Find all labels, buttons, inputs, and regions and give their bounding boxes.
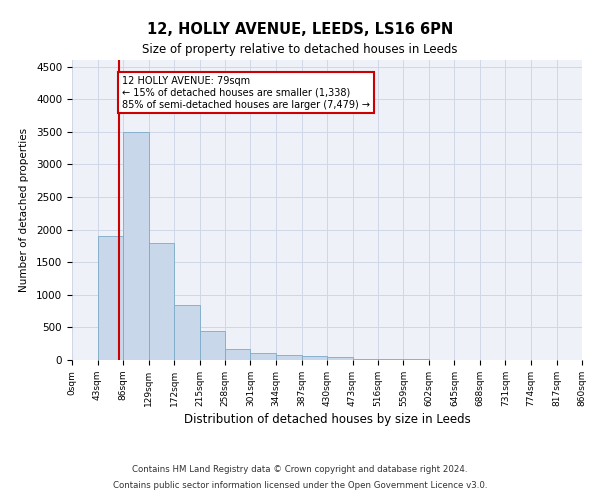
Bar [276,355,302,360]
Text: Contains public sector information licensed under the Open Government Licence v3: Contains public sector information licen… [113,480,487,490]
Bar [97,236,123,360]
Bar [199,330,225,360]
X-axis label: Distribution of detached houses by size in Leeds: Distribution of detached houses by size … [184,413,470,426]
Y-axis label: Number of detached properties: Number of detached properties [19,128,29,292]
Bar [327,358,353,360]
Bar [353,358,378,360]
Bar [302,356,327,360]
Text: Contains HM Land Registry data © Crown copyright and database right 2024.: Contains HM Land Registry data © Crown c… [132,466,468,474]
Bar [251,354,276,360]
Bar [149,242,174,360]
Bar [225,348,251,360]
Bar [174,304,199,360]
Text: 12, HOLLY AVENUE, LEEDS, LS16 6PN: 12, HOLLY AVENUE, LEEDS, LS16 6PN [147,22,453,38]
Text: 12 HOLLY AVENUE: 79sqm
← 15% of detached houses are smaller (1,338)
85% of semi-: 12 HOLLY AVENUE: 79sqm ← 15% of detached… [122,76,370,110]
Text: Size of property relative to detached houses in Leeds: Size of property relative to detached ho… [142,42,458,56]
Bar [123,132,149,360]
